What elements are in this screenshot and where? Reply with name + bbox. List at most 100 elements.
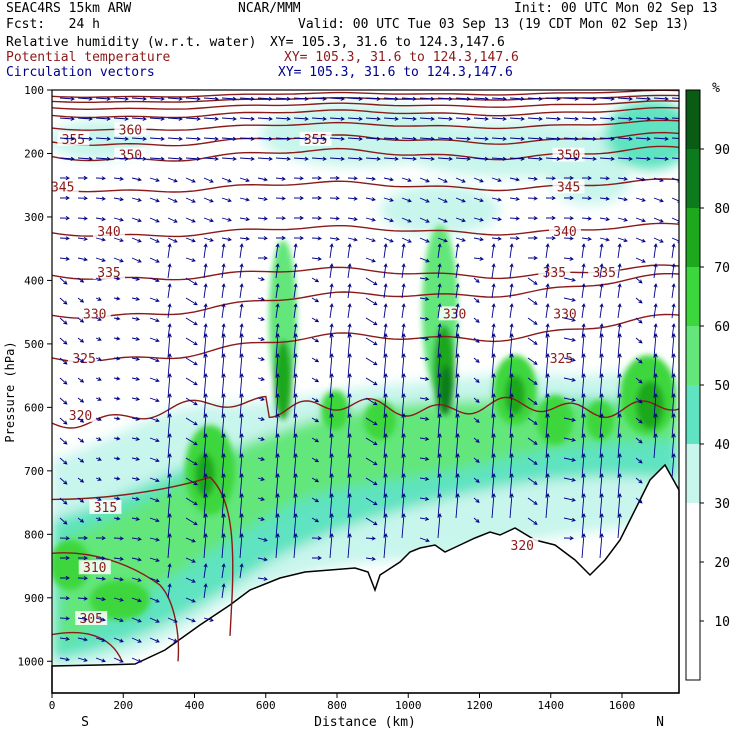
circulation-vector [653, 373, 658, 399]
circulation-vector [383, 197, 394, 202]
circulation-vector [59, 616, 70, 621]
circulation-vector [311, 156, 327, 161]
circulation-vector [95, 576, 106, 581]
circulation-vector [401, 156, 417, 161]
circulation-vector [59, 236, 70, 241]
theta-label-bg [114, 122, 147, 137]
circulation-vector [347, 453, 352, 479]
circulation-vector [491, 116, 507, 121]
circulation-vector [95, 156, 111, 161]
circulation-vector [599, 217, 610, 222]
circulation-vector [581, 413, 586, 439]
circulation-vector [275, 533, 280, 559]
circulation-vector [671, 157, 679, 159]
circulation-vector [77, 196, 88, 201]
circulation-vector [293, 303, 298, 319]
circulation-vector [311, 397, 320, 403]
circulation-vector [564, 195, 574, 201]
circulation-vector [59, 657, 70, 662]
field-vec-xy: XY= 105.3, 31.6 to 124.3,147.6 [278, 65, 513, 80]
theta-isentrope [52, 94, 679, 103]
circulation-vector [185, 136, 201, 141]
circulation-vector [491, 353, 496, 379]
circulation-vector [329, 413, 334, 439]
circulation-vector [59, 277, 68, 285]
circulation-vector [347, 473, 352, 499]
circulation-vector [113, 116, 129, 121]
circulation-vector [653, 177, 664, 183]
circulation-vector [275, 353, 280, 379]
circulation-vector [167, 237, 178, 243]
circulation-vector [581, 393, 586, 419]
circulation-vector [257, 316, 265, 321]
theta-label-bg [78, 560, 111, 575]
y-tick-label: 1000 [18, 655, 45, 668]
circulation-vector [347, 493, 352, 519]
circulation-vector [203, 453, 208, 479]
circulation-vector [383, 433, 388, 459]
circulation-vector [311, 317, 320, 323]
circulation-vector [59, 337, 68, 345]
circulation-vector [509, 96, 525, 101]
circulation-vector [545, 236, 556, 241]
circulation-vector [59, 497, 68, 505]
circulation-vector [581, 196, 592, 201]
circulation-vector [635, 337, 643, 344]
circulation-vector [275, 136, 291, 141]
circulation-vector [131, 217, 142, 223]
circulation-vector [329, 433, 334, 459]
circulation-vector [149, 537, 160, 542]
circulation-vector [203, 136, 219, 141]
circulation-vector [203, 197, 214, 203]
circulation-vector [599, 243, 604, 259]
circulation-vector [383, 303, 388, 319]
circulation-vector [401, 513, 406, 539]
circulation-vector [635, 136, 651, 141]
theta-label: 320 [511, 539, 534, 554]
circulation-vector [491, 197, 502, 202]
circulation-vector [77, 637, 88, 642]
x-tick-label: 1200 [466, 699, 493, 712]
circulation-vector [581, 433, 586, 459]
circulation-vector [455, 353, 460, 379]
circulation-vector [347, 283, 352, 299]
theta-label-bg [588, 265, 621, 280]
circulation-vector [437, 373, 442, 399]
circulation-vector [617, 217, 628, 222]
theta-label-bg [506, 538, 539, 553]
circulation-vector [275, 156, 291, 161]
circulation-vector [527, 277, 538, 285]
circulation-vector [365, 156, 381, 161]
circulation-vector [293, 323, 298, 339]
circulation-vector [77, 337, 85, 343]
circulation-vector [95, 397, 102, 401]
circulation-vector [563, 116, 579, 121]
circulation-vector [383, 473, 388, 499]
circulation-vector [95, 136, 111, 141]
circulation-vector [167, 433, 172, 459]
circulation-vector [185, 337, 198, 346]
circulation-vector [671, 453, 676, 479]
circulation-vector [527, 96, 543, 101]
circulation-vector [257, 177, 268, 182]
circulation-vector [509, 453, 514, 479]
circulation-vector [365, 357, 378, 366]
circulation-vector [617, 176, 628, 181]
circulation-vector [401, 217, 412, 223]
circulation-vector [203, 323, 208, 339]
circulation-vector [329, 116, 345, 121]
circulation-vector [185, 277, 198, 286]
field-theta-name: Potential temperature [6, 50, 171, 65]
circulation-vector [491, 413, 496, 439]
circulation-vector [113, 577, 124, 582]
circulation-vector [347, 217, 358, 222]
circulation-vector [275, 243, 280, 259]
circulation-vector [167, 533, 172, 559]
circulation-vector [671, 97, 679, 99]
circulation-vector [149, 497, 160, 503]
circulation-vector [599, 96, 615, 101]
circulation-vector [671, 243, 676, 259]
circulation-vector [473, 437, 480, 443]
circulation-vector [473, 96, 489, 101]
circulation-vector [365, 337, 378, 346]
